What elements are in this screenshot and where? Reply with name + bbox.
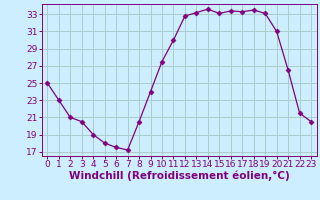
X-axis label: Windchill (Refroidissement éolien,°C): Windchill (Refroidissement éolien,°C)	[69, 171, 290, 181]
